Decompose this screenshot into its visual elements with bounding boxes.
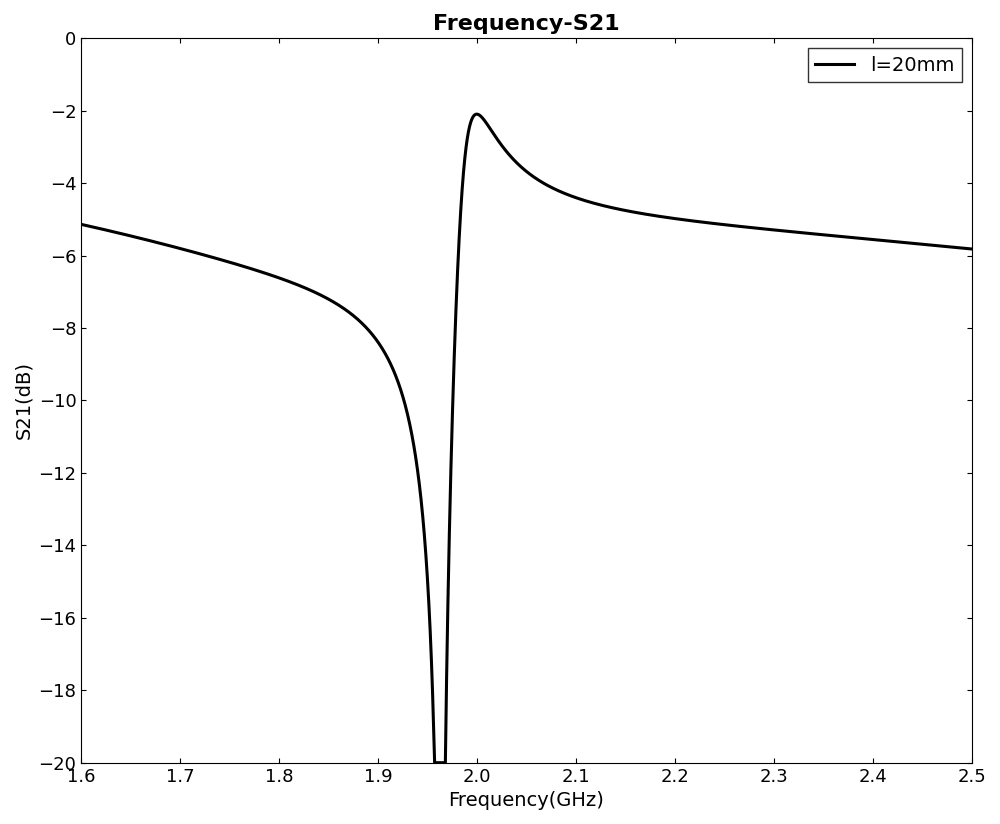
l=20mm xyxy=(400,405,412,415)
l=20mm xyxy=(299,283,311,293)
l=20mm xyxy=(429,758,441,768)
l=20mm xyxy=(625,207,637,217)
X-axis label: Frequency(GHz): Frequency(GHz) xyxy=(449,791,604,810)
l=20mm xyxy=(75,219,87,229)
l=20mm xyxy=(426,679,438,689)
l=20mm xyxy=(941,241,953,251)
l=20mm xyxy=(513,160,525,170)
Y-axis label: S21(dB): S21(dB) xyxy=(14,362,33,439)
l=20mm xyxy=(966,244,978,254)
Line: l=20mm: l=20mm xyxy=(81,115,972,763)
Title: Frequency-S21: Frequency-S21 xyxy=(433,14,620,34)
Legend: l=20mm: l=20mm xyxy=(808,48,962,82)
l=20mm xyxy=(471,110,483,119)
